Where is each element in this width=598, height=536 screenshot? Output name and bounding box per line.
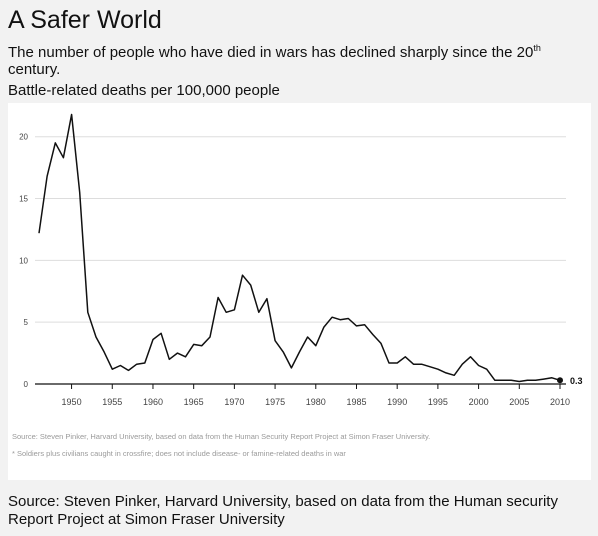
x-tick-label: 1955 bbox=[102, 397, 122, 407]
y-tick-label: 0 bbox=[24, 380, 29, 389]
line-chart: 0 5 10 15 20 1950 1955 1960 1965 1970 1975 1980 1985… bbox=[19, 113, 583, 407]
x-tick-label: 1985 bbox=[346, 397, 366, 407]
chart-panel: 0 5 10 15 20 1950 1955 1960 1965 1970 1975 1980 1985… bbox=[8, 103, 591, 480]
chart-subtitle: The number of people who have died in wa… bbox=[8, 40, 593, 78]
y-tick-label: 15 bbox=[19, 195, 28, 204]
x-tick-label: 1950 bbox=[62, 397, 82, 407]
end-point-marker bbox=[557, 377, 563, 384]
x-tick-label: 1975 bbox=[265, 397, 285, 407]
x-tick-label: 2000 bbox=[469, 397, 489, 407]
chart-footnote: * Soldiers plus civilians caught in cros… bbox=[12, 449, 346, 458]
y-tick-label: 5 bbox=[24, 318, 29, 327]
subtitle-superscript: th bbox=[533, 43, 541, 53]
end-value-label: 0.3 bbox=[570, 376, 583, 386]
chart-source-note: Source: Steven Pinker, Harvard Universit… bbox=[12, 432, 431, 441]
y-tick-label: 20 bbox=[19, 133, 28, 142]
x-tick-label: 2005 bbox=[509, 397, 529, 407]
x-tick-label: 1980 bbox=[306, 397, 326, 407]
subtitle-text-end: century. bbox=[8, 61, 61, 78]
y-tick-label: 10 bbox=[19, 256, 28, 265]
x-tick-label: 1995 bbox=[428, 397, 448, 407]
x-tick-label: 1965 bbox=[184, 397, 204, 407]
x-tick-label: 1990 bbox=[387, 397, 407, 407]
chart-title: A Safer World bbox=[8, 6, 162, 34]
x-tick-label: 2010 bbox=[550, 397, 570, 407]
chart-notes: Source: Steven Pinker, Harvard Universit… bbox=[12, 432, 572, 466]
source-caption: Source: Steven Pinker, Harvard Universit… bbox=[8, 493, 558, 528]
y-axis-label: Battle-related deaths per 100,000 people bbox=[8, 82, 280, 99]
x-tick-label: 1960 bbox=[143, 397, 163, 407]
x-tick-label: 1970 bbox=[224, 397, 244, 407]
subtitle-text: The number of people who have died in wa… bbox=[8, 44, 534, 61]
series-line bbox=[38, 113, 561, 383]
